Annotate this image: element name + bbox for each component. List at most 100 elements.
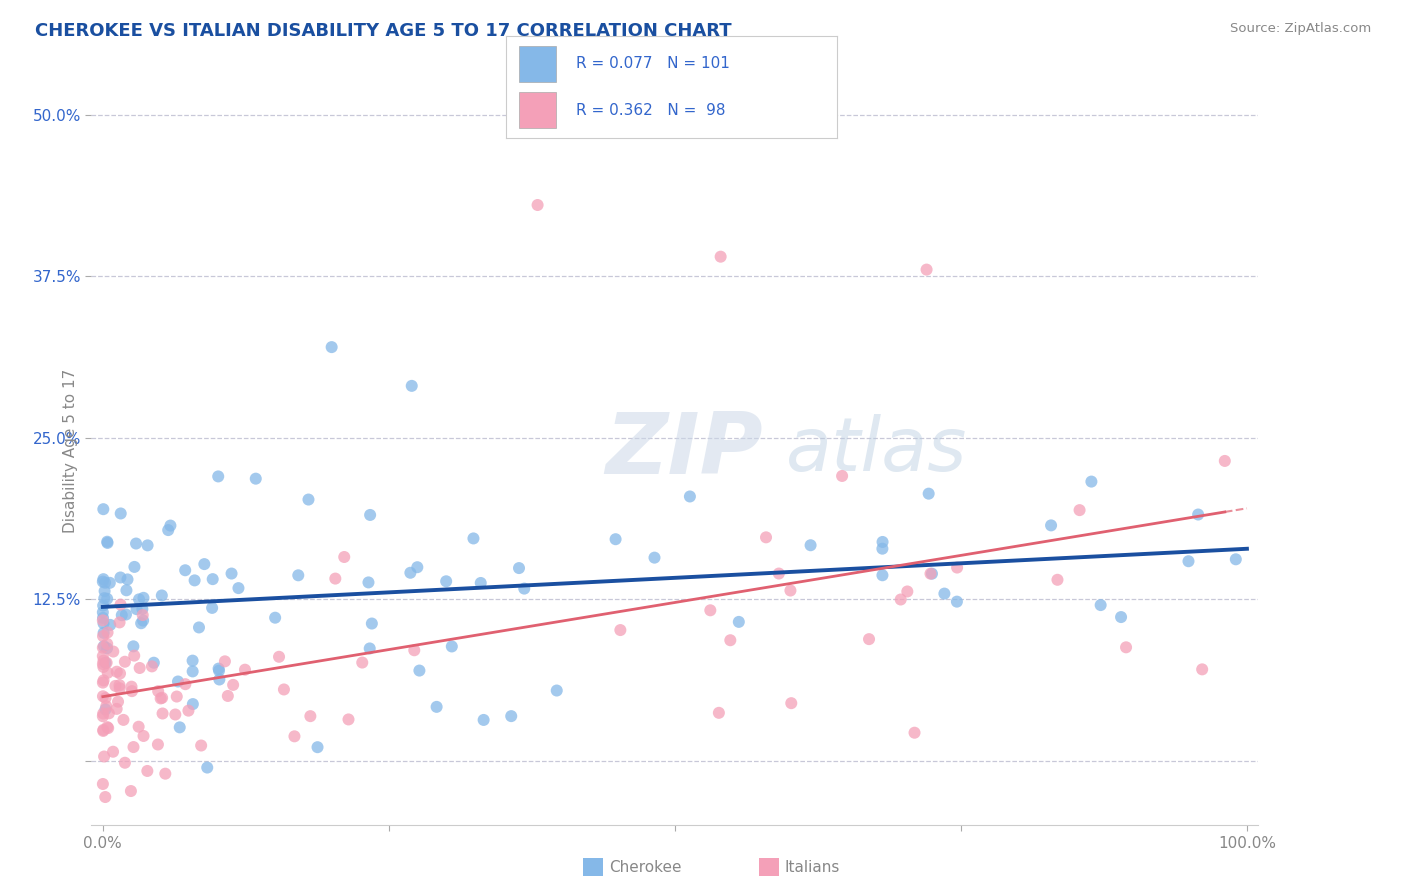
Point	[181, 654, 204, 668]
Point	[108, 681, 131, 696]
Point	[124, 560, 146, 574]
Point	[401, 379, 423, 393]
Point	[108, 615, 131, 630]
Point	[93, 660, 115, 674]
Point	[96, 720, 118, 734]
Point	[94, 702, 117, 716]
Point	[1115, 640, 1137, 655]
Point	[108, 666, 131, 681]
Point	[768, 566, 790, 581]
Point	[501, 709, 523, 723]
Point	[195, 760, 218, 774]
Point	[112, 713, 135, 727]
Point	[122, 740, 145, 755]
Point	[96, 534, 118, 549]
Point	[96, 699, 118, 714]
Point	[546, 683, 568, 698]
Point	[946, 594, 969, 608]
Point	[111, 608, 134, 623]
Point	[93, 591, 115, 606]
Point	[463, 532, 485, 546]
Point	[190, 739, 212, 753]
Point	[201, 601, 224, 615]
Point	[125, 602, 148, 616]
Point	[352, 656, 374, 670]
Point	[132, 608, 155, 623]
Point	[245, 472, 267, 486]
Point	[91, 649, 114, 664]
Point	[440, 640, 463, 654]
Point	[1046, 573, 1069, 587]
Point	[93, 749, 115, 764]
Point	[101, 745, 124, 759]
Point	[91, 723, 114, 738]
Point	[110, 507, 132, 521]
FancyBboxPatch shape	[519, 92, 555, 128]
Point	[97, 665, 120, 680]
Point	[97, 721, 120, 735]
Point	[181, 697, 204, 711]
Y-axis label: Disability Age 5 to 17: Disability Age 5 to 17	[62, 368, 77, 533]
Point	[605, 532, 627, 546]
Point	[136, 538, 159, 552]
Point	[233, 663, 256, 677]
Point	[718, 633, 741, 648]
Point	[299, 709, 322, 723]
Point	[121, 684, 143, 698]
Point	[131, 602, 153, 616]
Point	[152, 706, 174, 721]
Point	[896, 584, 918, 599]
Point	[1090, 598, 1112, 612]
Point	[93, 654, 115, 668]
Text: R = 0.362   N =  98: R = 0.362 N = 98	[575, 103, 725, 118]
Point	[1109, 610, 1132, 624]
Point	[96, 591, 118, 606]
Point	[166, 690, 188, 704]
Point	[93, 639, 115, 653]
Point	[117, 573, 139, 587]
Point	[136, 764, 159, 778]
Point	[105, 702, 128, 716]
Point	[221, 566, 243, 581]
Point	[148, 684, 170, 698]
Point	[513, 582, 536, 596]
Point	[1069, 503, 1091, 517]
Point	[125, 536, 148, 550]
Point	[183, 574, 205, 588]
Point	[93, 584, 115, 599]
Point	[333, 549, 356, 564]
Point	[890, 592, 912, 607]
Point	[93, 572, 115, 586]
Point	[1177, 554, 1199, 568]
Point	[359, 641, 381, 656]
Point	[91, 706, 114, 721]
Point	[91, 613, 114, 627]
Point	[1213, 454, 1236, 468]
Point	[98, 618, 121, 632]
Point	[472, 713, 495, 727]
Point	[872, 568, 894, 582]
Point	[97, 706, 120, 721]
Point	[470, 576, 492, 591]
Point	[201, 572, 224, 586]
Point	[1040, 518, 1063, 533]
Point	[146, 738, 169, 752]
Point	[91, 502, 114, 516]
Point	[91, 709, 114, 723]
FancyBboxPatch shape	[519, 46, 555, 82]
Point	[96, 641, 118, 656]
Point	[934, 586, 956, 600]
Point	[707, 706, 730, 720]
Point	[273, 682, 295, 697]
Point	[359, 508, 381, 522]
Point	[679, 490, 702, 504]
Text: atlas: atlas	[786, 415, 967, 486]
Point	[96, 625, 118, 640]
Point	[132, 614, 155, 628]
Point	[142, 656, 165, 670]
Point	[96, 637, 118, 651]
Point	[129, 616, 152, 631]
Point	[103, 644, 125, 658]
Point	[91, 723, 114, 737]
Point	[120, 784, 142, 798]
